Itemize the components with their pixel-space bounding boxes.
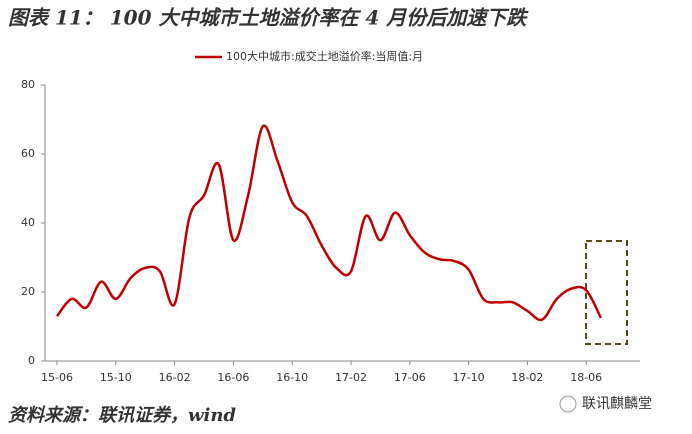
- x-tick-label: 17-06: [394, 371, 426, 384]
- x-tick-label: 16-10: [276, 371, 308, 384]
- x-tick-label: 17-02: [335, 371, 367, 384]
- watermark-icon: [559, 395, 577, 413]
- x-tick-label: 15-10: [100, 371, 132, 384]
- x-tick-label: 16-06: [217, 371, 249, 384]
- x-tick-label: 15-06: [41, 371, 73, 384]
- y-tick-label: 0: [28, 354, 35, 367]
- source-note: 资料来源：联讯证券，wind: [8, 405, 236, 426]
- x-tick-label: 17-10: [453, 371, 485, 384]
- x-tick-label: 18-06: [570, 371, 602, 384]
- y-tick-label: 60: [21, 147, 35, 160]
- chart-title: 图表 11： 100 大中城市土地溢价率在 4 月份后加速下跌: [8, 6, 529, 30]
- y-tick-label: 80: [21, 78, 35, 91]
- watermark: 联讯麒麟堂: [582, 396, 652, 412]
- x-tick-label: 18-02: [511, 371, 543, 384]
- legend-label: 100大中城市:成交土地溢价率:当周值:月: [226, 49, 423, 63]
- y-tick-label: 20: [21, 285, 35, 298]
- x-tick-label: 16-02: [159, 371, 191, 384]
- highlight-box: [585, 240, 628, 345]
- data-line: [56, 124, 603, 322]
- y-tick-label: 40: [21, 216, 35, 229]
